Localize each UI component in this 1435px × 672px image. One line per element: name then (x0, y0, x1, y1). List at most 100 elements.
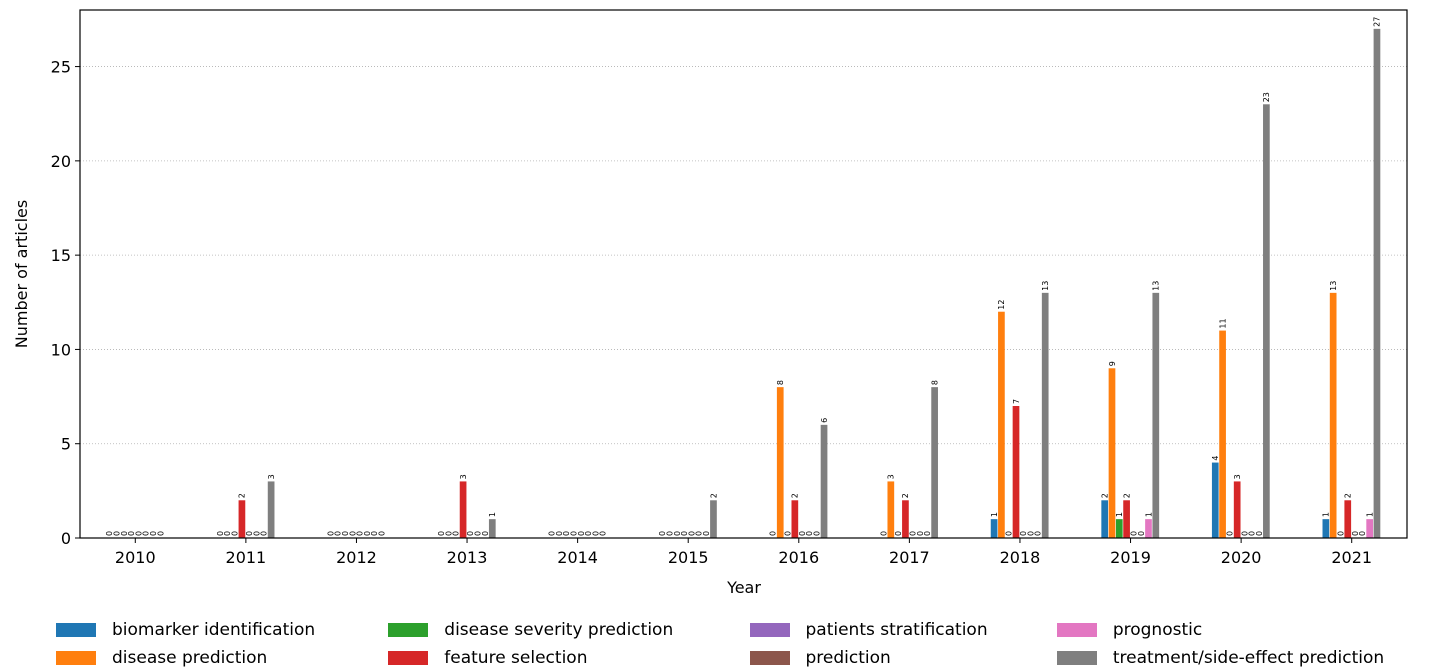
chart-legend: biomarker identification disease severity… (56, 616, 1435, 672)
bar-value-label: 0 (665, 531, 674, 536)
bar (1366, 519, 1374, 538)
bar-value-label: 0 (923, 531, 932, 536)
bar-value-label: 8 (930, 380, 939, 385)
bar-value-label: 0 (687, 531, 696, 536)
bar-value-label: 2 (238, 493, 247, 498)
bar-value-label: 0 (113, 531, 122, 536)
bar (1322, 519, 1330, 538)
bar-value-label: 0 (1358, 531, 1367, 536)
bar-value-label: 1 (1365, 512, 1374, 517)
legend-swatch (749, 623, 790, 637)
bar (820, 424, 828, 538)
bar-value-label: 0 (1019, 531, 1028, 536)
legend-label: treatment/side-effect prediction (1112, 648, 1385, 668)
bar (1041, 292, 1049, 538)
bar-value-label: 0 (245, 531, 254, 536)
bar (238, 500, 246, 538)
bar (459, 481, 467, 538)
bar (1123, 500, 1130, 538)
x-axis: 2010 2011 2012 2013 2014 2015 2016 2017 2018 2019… (115, 538, 1372, 567)
bar-value-label: 0 (569, 531, 578, 536)
bar-value-label: 2 (1122, 493, 1131, 498)
x-tick-label: 2011 (226, 548, 267, 567)
bar (1219, 330, 1226, 538)
bar-value-label: 0 (127, 531, 136, 536)
bar-value-label: 0 (348, 531, 357, 536)
x-tick-label: 2020 (1221, 548, 1262, 567)
legend-swatch (388, 651, 429, 665)
bar (1329, 292, 1337, 538)
legend-swatch (388, 623, 429, 637)
bar-value-label: 4 (1211, 455, 1220, 460)
bar (1115, 519, 1123, 538)
bar-value-label: 1 (990, 512, 999, 517)
bar-value-label: 2 (791, 493, 800, 498)
bar (1101, 500, 1109, 538)
bar (1152, 292, 1160, 538)
bar-value-label: 0 (334, 531, 343, 536)
legend-swatch (1056, 623, 1097, 637)
bar-value-label: 0 (1005, 531, 1014, 536)
x-tick-label: 2021 (1331, 548, 1372, 567)
bar-value-label: 0 (599, 531, 608, 536)
bar-value-label: 0 (134, 531, 143, 536)
y-tick-label: 0 (61, 529, 71, 548)
x-tick-label: 2013 (447, 548, 488, 567)
bar-value-label: 1 (1115, 512, 1124, 517)
legend-item: patients stratification (749, 620, 1057, 640)
bars-layer (238, 28, 1381, 539)
bar-value-label: 0 (813, 531, 822, 536)
bar (1373, 28, 1381, 538)
bar (776, 387, 784, 538)
legend-item: disease prediction (56, 648, 388, 668)
x-tick-label: 2012 (336, 548, 377, 567)
bar (931, 387, 938, 538)
x-tick-label: 2010 (115, 548, 156, 567)
legend-item: prediction (749, 648, 1057, 668)
bar (1263, 104, 1270, 539)
bar (267, 481, 275, 538)
legend-label: patients stratification (805, 620, 988, 640)
bar-value-label: 0 (473, 531, 482, 536)
legend-label: feature selection (444, 648, 588, 668)
y-tick-label: 20 (51, 152, 71, 171)
x-axis-title: Year (726, 578, 761, 597)
bar-value-label: 0 (1255, 531, 1264, 536)
bar-value-label: 0 (1026, 531, 1035, 536)
bar-value-label: 0 (548, 531, 557, 536)
bar-value-label: 0 (805, 531, 814, 536)
bar-value-label: 0 (1248, 531, 1257, 536)
legend-item: disease severity prediction (388, 620, 749, 640)
legend-label: disease prediction (112, 648, 268, 668)
bar (1108, 368, 1116, 538)
y-tick-label: 15 (51, 246, 71, 265)
bar-value-label: 0 (252, 531, 261, 536)
bar-value-label: 0 (769, 531, 778, 536)
bar-value-label: 0 (481, 531, 490, 536)
bar-value-label: 0 (1034, 531, 1043, 536)
bar-value-label: 0 (326, 531, 335, 536)
bar-value-label: 0 (555, 531, 564, 536)
legend-label: disease severity prediction (444, 620, 674, 640)
bar-value-label: 0 (783, 531, 792, 536)
legend-swatch (749, 651, 790, 665)
legend-label: prediction (805, 648, 891, 668)
bar-value-label: 13 (1329, 281, 1338, 291)
bar-value-label: 0 (1226, 531, 1235, 536)
bar-value-label: 2 (1344, 493, 1353, 498)
bar-value-label: 0 (577, 531, 586, 536)
bar-value-label: 0 (1336, 531, 1345, 536)
legend-item: prognostic (1056, 620, 1435, 640)
bar-value-label: 0 (260, 531, 269, 536)
bar-value-label: 8 (776, 380, 785, 385)
bar-value-label: 0 (591, 531, 600, 536)
bar-value-label: 0 (341, 531, 350, 536)
bar (1012, 406, 1020, 538)
bar-value-label: 0 (680, 531, 689, 536)
bar (1211, 462, 1219, 538)
bar-value-label: 0 (1130, 531, 1139, 536)
bar-value-label: 1 (488, 512, 497, 517)
bar-value-label: 9 (1108, 361, 1117, 366)
bar-value-label: 0 (156, 531, 165, 536)
bar-value-label: 0 (702, 531, 711, 536)
